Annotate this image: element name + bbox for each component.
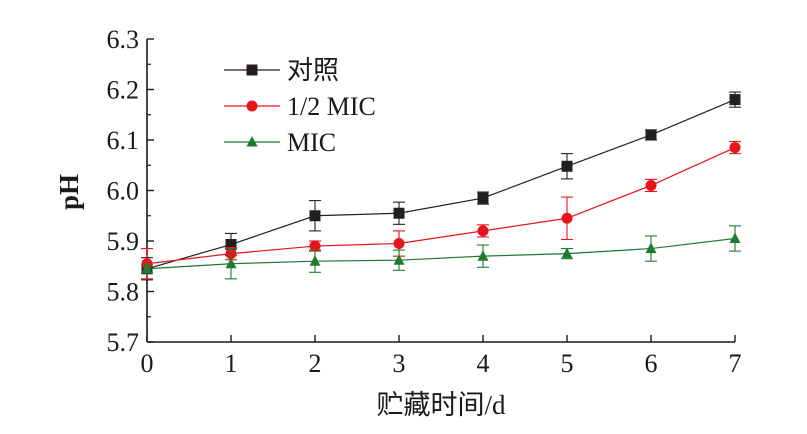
data-point	[645, 179, 657, 191]
x-tick-label: 4	[477, 349, 490, 378]
data-point	[477, 192, 489, 204]
y-tick-label: 6.2	[107, 76, 140, 105]
y-tick-label: 6.1	[107, 126, 140, 155]
legend-marker	[246, 135, 258, 147]
legend-marker	[246, 64, 258, 76]
data-point	[393, 238, 405, 250]
legend-item: 对照	[224, 56, 339, 85]
x-tick-label: 7	[729, 349, 742, 378]
data-point	[309, 255, 321, 266]
data-point	[309, 210, 321, 222]
data-point	[477, 250, 489, 261]
data-point	[645, 242, 657, 254]
legend-marker	[246, 100, 258, 112]
data-point	[393, 207, 405, 219]
data-point	[225, 257, 237, 269]
y-tick-label: 5.9	[107, 227, 140, 256]
legend: 对照 1/2 MIC MIC	[224, 56, 376, 157]
data-point	[225, 239, 237, 251]
data-point	[393, 254, 405, 265]
data-point	[729, 94, 741, 106]
x-tick-label: 0	[141, 349, 154, 378]
data-point	[729, 142, 741, 154]
series-line	[146, 147, 736, 265]
legend-label: MIC	[287, 128, 336, 157]
y-tick-label: 6.3	[107, 25, 140, 54]
series-0	[141, 91, 741, 281]
data-point	[561, 212, 573, 224]
legend-item: MIC	[224, 128, 336, 157]
y-ticks: 5.7 5.8 5.9 6.0 6.1 6.2 6.3	[107, 25, 154, 357]
series-layer	[141, 91, 741, 281]
x-tick-label: 1	[225, 349, 238, 378]
axes: 5.7 5.8 5.9 6.0 6.1 6.2 6.3 0 1 2 3 4 5 6 7	[107, 25, 742, 378]
y-tick-label: 6.0	[107, 177, 140, 206]
series-1	[141, 140, 741, 280]
data-point	[645, 129, 657, 141]
series-line	[146, 237, 736, 270]
x-tick-label: 5	[561, 349, 574, 378]
series-2	[141, 225, 741, 280]
legend-item: 1/2 MIC	[224, 92, 376, 121]
series-line	[146, 99, 736, 270]
legend-label: 对照	[287, 56, 339, 85]
data-point	[309, 240, 321, 252]
data-point	[477, 225, 489, 237]
y-axis-title: pH	[54, 174, 84, 210]
y-tick-label: 5.8	[107, 278, 140, 307]
x-axis-title: 贮藏时间/d	[376, 390, 506, 420]
x-tick-label: 6	[645, 349, 658, 378]
x-ticks: 0 1 2 3 4 5 6 7	[141, 335, 742, 378]
data-point	[561, 160, 573, 172]
data-point	[561, 247, 573, 259]
x-tick-label: 2	[309, 349, 322, 378]
data-point	[141, 262, 153, 274]
y-tick-label: 5.7	[107, 328, 140, 357]
x-tick-label: 3	[393, 349, 406, 378]
legend-label: 1/2 MIC	[287, 92, 376, 121]
data-point	[729, 232, 741, 244]
